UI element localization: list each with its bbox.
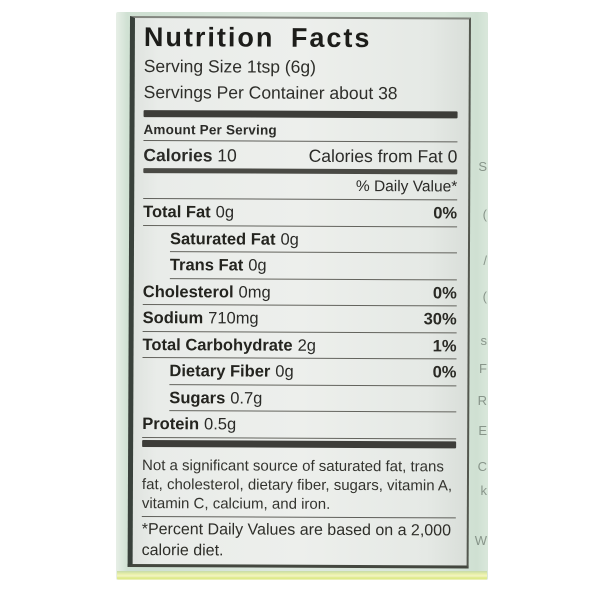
nutrient-row: Cholesterol 0mg 0%: [142, 278, 457, 307]
calories-label: Calories: [143, 145, 213, 166]
nutrient-name-amount: Sugars 0.7g: [169, 388, 263, 408]
nutrient-daily-value: 0%: [432, 283, 457, 302]
calories-left: Calories 10: [143, 143, 237, 167]
divider-thick-bottom: [142, 439, 457, 448]
edge-text-fragment: /: [483, 253, 487, 268]
nutrient-name-amount: Trans Fat 0g: [169, 256, 267, 275]
nutrient-name-amount: Saturated Fat 0g: [169, 229, 299, 249]
nutrient-row: Dietary Fiber 0g 0%: [169, 358, 457, 386]
servings-per-container-text: Servings Per Container about 38: [143, 82, 398, 104]
calories-row: Calories 10 Calories from Fat 0: [143, 141, 457, 168]
nutrient-row: Trans Fat 0g: [169, 252, 457, 280]
edge-text-fragment: F: [479, 361, 487, 376]
nutrient-daily-value: 0%: [433, 204, 458, 223]
nutrient-daily-value: 30%: [423, 310, 457, 329]
calories-from-fat: Calories from Fat 0: [308, 145, 458, 167]
nutrient-name-amount: Protein 0.5g: [142, 415, 237, 434]
edge-text-fragment: k: [480, 483, 488, 498]
nutrient-rows: Total Fat 0g 0% Saturated Fat 0g Trans Fat 0g C…: [142, 199, 458, 439]
nutrient-name-amount: Sodium 710mg: [142, 309, 259, 328]
nutrient-row: Total Fat 0g 0%: [143, 199, 458, 227]
label-bottom-accent-strip: [117, 571, 487, 580]
amount-per-serving-heading: Amount Per Serving: [143, 121, 458, 143]
edge-text-fragment: W: [474, 533, 487, 548]
divider-thick-top: [143, 110, 458, 119]
nutrient-daily-value: 0%: [432, 363, 457, 382]
edge-text-fragment: s: [480, 333, 488, 348]
edge-text-fragment: C: [477, 459, 487, 474]
edge-text-fragment: E: [478, 423, 487, 438]
nutrient-name-amount: Total Carbohydrate 2g: [142, 335, 317, 355]
nutrition-facts-panel: Nutrition Facts Serving Size 1tsp (6g) S…: [127, 16, 471, 569]
edge-text-fragment: (: [482, 207, 487, 222]
edge-text-fragment: R: [477, 393, 487, 408]
nutrient-row: Saturated Fat 0g: [169, 225, 458, 254]
daily-value-footnote: *Percent Daily Values are based on a 2,0…: [141, 520, 452, 560]
nutrient-name-amount: Dietary Fiber 0g: [169, 362, 294, 381]
divider-medium: [143, 168, 458, 175]
not-significant-footnote: Not a significant source of saturated fa…: [141, 452, 457, 518]
edge-text-fragment: S: [478, 159, 487, 174]
calories-value: 10: [217, 145, 237, 166]
edge-text-fragment: (: [482, 289, 487, 304]
nutrient-row: Protein 0.5g: [142, 411, 457, 439]
nutrient-name-amount: Total Fat 0g: [143, 203, 235, 222]
nutrient-row: Sodium 710mg 30%: [142, 305, 457, 333]
nutrient-row: Sugars 0.7g: [169, 384, 457, 413]
nutrient-daily-value: 1%: [432, 336, 457, 355]
serving-size-text: Serving Size 1tsp (6g): [143, 56, 316, 77]
daily-value-header: % Daily Value*: [143, 175, 458, 201]
nutrient-row: Total Carbohydrate 2g 1%: [142, 331, 457, 360]
panel-title: Nutrition Facts: [143, 22, 372, 54]
nutrient-name-amount: Cholesterol 0mg: [142, 282, 271, 302]
